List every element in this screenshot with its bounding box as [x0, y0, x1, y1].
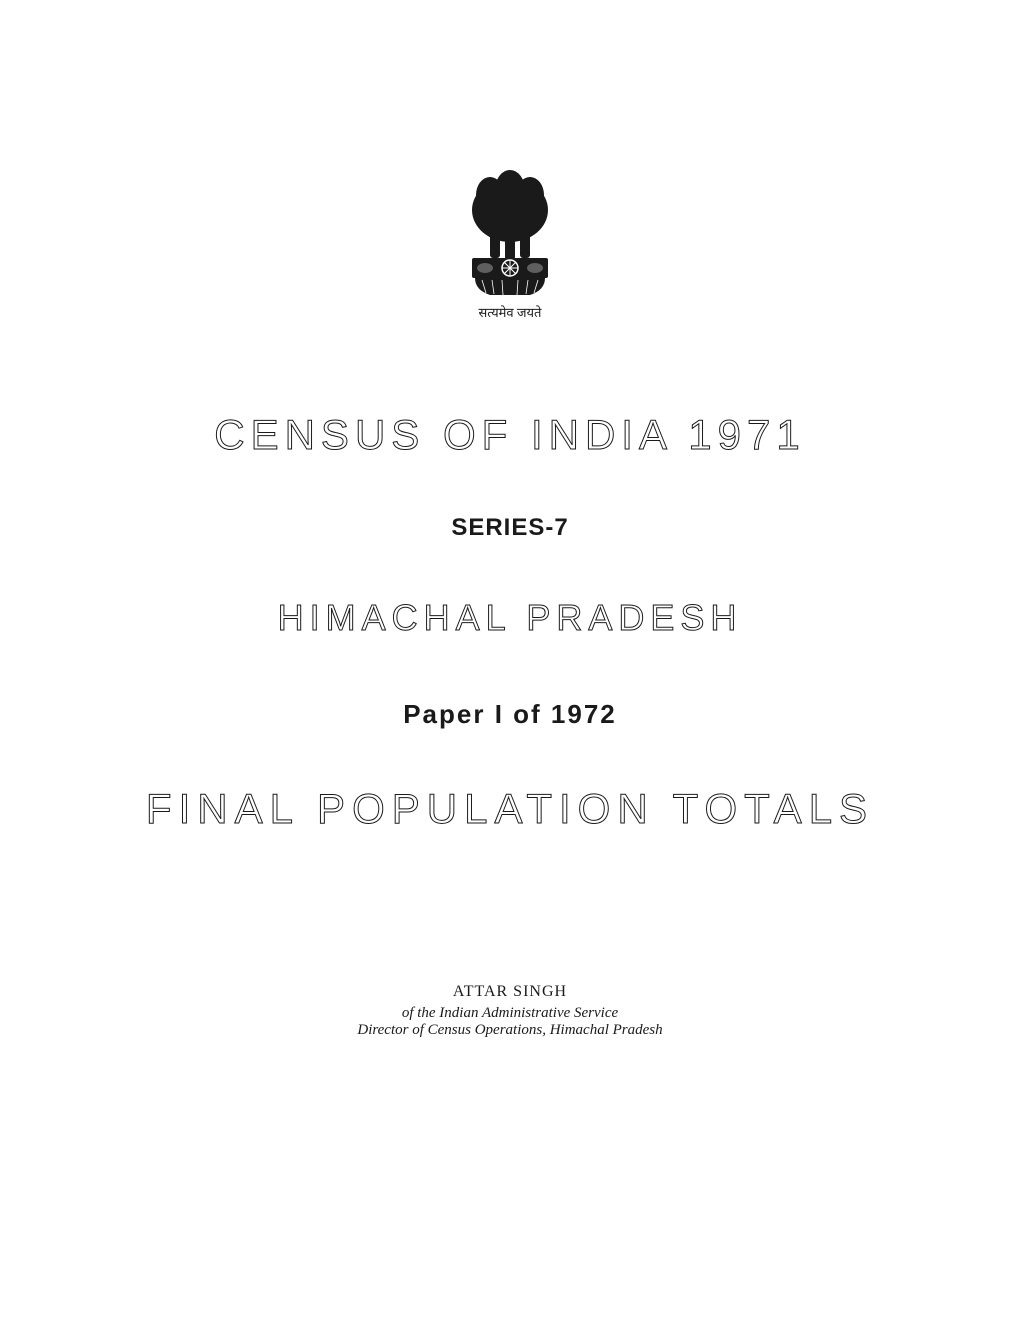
title-main: CENSUS OF INDIA 1971 — [214, 411, 806, 459]
national-emblem: सत्यमेव जयते — [450, 160, 570, 321]
series-label: SERIES-7 — [451, 514, 568, 542]
author-designation-1: of the Indian Administrative Service — [357, 1005, 662, 1022]
emblem-icon — [450, 160, 570, 305]
subtitle: FINAL POPULATION TOTALS — [146, 785, 874, 833]
author-name: ATTAR SINGH — [357, 983, 662, 1001]
paper-label: Paper I of 1972 — [403, 699, 617, 730]
author-designation-2: Director of Census Operations, Himachal … — [357, 1022, 662, 1039]
state-name: HIMACHAL PRADESH — [278, 597, 743, 639]
emblem-motto: सत्यमेव जयते — [479, 303, 542, 321]
author-block: ATTAR SINGH of the Indian Administrative… — [357, 983, 662, 1039]
